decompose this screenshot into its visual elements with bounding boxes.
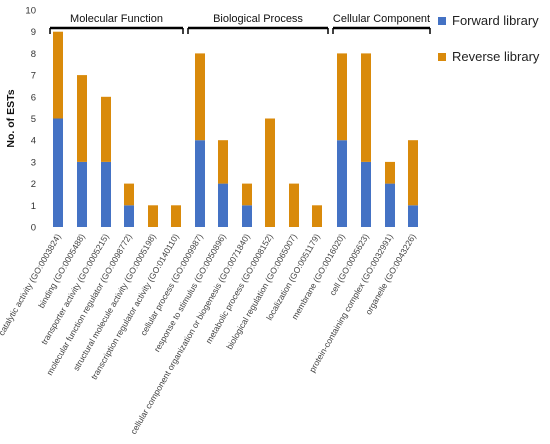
y-tick-label: 9 xyxy=(31,27,36,38)
y-tick-label: 7 xyxy=(31,71,36,82)
bar-segment-forward xyxy=(385,183,395,227)
bar-segment-reverse xyxy=(53,31,63,119)
bar-segment-reverse xyxy=(218,140,228,184)
y-tick-label: 2 xyxy=(31,179,36,190)
bar-segment-forward xyxy=(53,118,63,227)
bar-segment-reverse xyxy=(242,183,252,206)
y-tick-label: 1 xyxy=(31,201,36,212)
bar-segment-forward xyxy=(124,205,134,227)
y-tick-label: 5 xyxy=(31,114,36,125)
group-label: Biological Process xyxy=(213,13,303,25)
y-axis-title: No. of ESTs xyxy=(5,89,17,147)
bar-segment-reverse xyxy=(408,140,418,206)
y-tick-label: 6 xyxy=(31,92,36,103)
bar-segment-reverse xyxy=(385,161,395,184)
y-tick-label: 0 xyxy=(31,223,36,234)
bar-segment-forward xyxy=(101,161,111,227)
y-tick-label: 3 xyxy=(31,157,36,168)
x-tick-label: transcription regulator activity (GO:014… xyxy=(89,232,181,381)
bar-segment-forward xyxy=(408,205,418,227)
legend-label-forward: Forward library xyxy=(452,13,539,28)
y-tick-label: 10 xyxy=(25,6,36,17)
legend-label-reverse: Reverse library xyxy=(452,49,540,64)
bar-segment-forward xyxy=(337,140,347,227)
bar-segment-reverse xyxy=(124,183,134,206)
bar-segment-forward xyxy=(242,205,252,227)
group-label: Molecular Function xyxy=(70,13,163,25)
bar-segment-reverse xyxy=(77,75,87,162)
bar-segment-forward xyxy=(361,161,371,227)
bar-segment-reverse xyxy=(195,53,205,141)
legend-swatch-forward xyxy=(438,17,446,25)
bar-segment-reverse xyxy=(171,205,181,227)
bar-segment-forward xyxy=(218,183,228,227)
y-tick-label: 4 xyxy=(31,136,36,147)
bar-segment-reverse xyxy=(312,205,322,227)
bar-segment-reverse xyxy=(148,205,158,227)
y-tick-label: 8 xyxy=(31,49,36,60)
bar-segment-forward xyxy=(195,140,205,227)
bar-segment-reverse xyxy=(361,53,371,162)
bar-segment-reverse xyxy=(101,96,111,162)
bar-segment-reverse xyxy=(289,183,299,227)
legend-swatch-reverse xyxy=(438,53,446,61)
group-label: Cellular Component xyxy=(333,13,430,25)
bar-segment-reverse xyxy=(337,53,347,141)
bar-segment-forward xyxy=(77,161,87,227)
bar-segment-reverse xyxy=(265,118,275,227)
